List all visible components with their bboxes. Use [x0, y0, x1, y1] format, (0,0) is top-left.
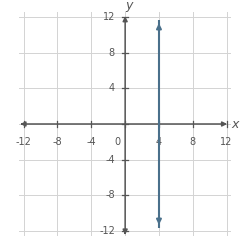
- Text: 12: 12: [220, 137, 233, 147]
- Text: x: x: [231, 118, 239, 130]
- Text: 4: 4: [109, 83, 115, 93]
- Text: 8: 8: [190, 137, 196, 147]
- Text: -12: -12: [16, 137, 32, 147]
- Text: -12: -12: [99, 226, 115, 236]
- Text: -8: -8: [105, 190, 115, 200]
- Text: -8: -8: [53, 137, 62, 147]
- Text: -4: -4: [87, 137, 96, 147]
- Text: y: y: [126, 0, 133, 12]
- Text: 8: 8: [109, 48, 115, 58]
- Text: 0: 0: [115, 137, 121, 147]
- Text: 4: 4: [156, 137, 162, 147]
- Text: -4: -4: [105, 155, 115, 165]
- Text: 12: 12: [103, 12, 115, 22]
